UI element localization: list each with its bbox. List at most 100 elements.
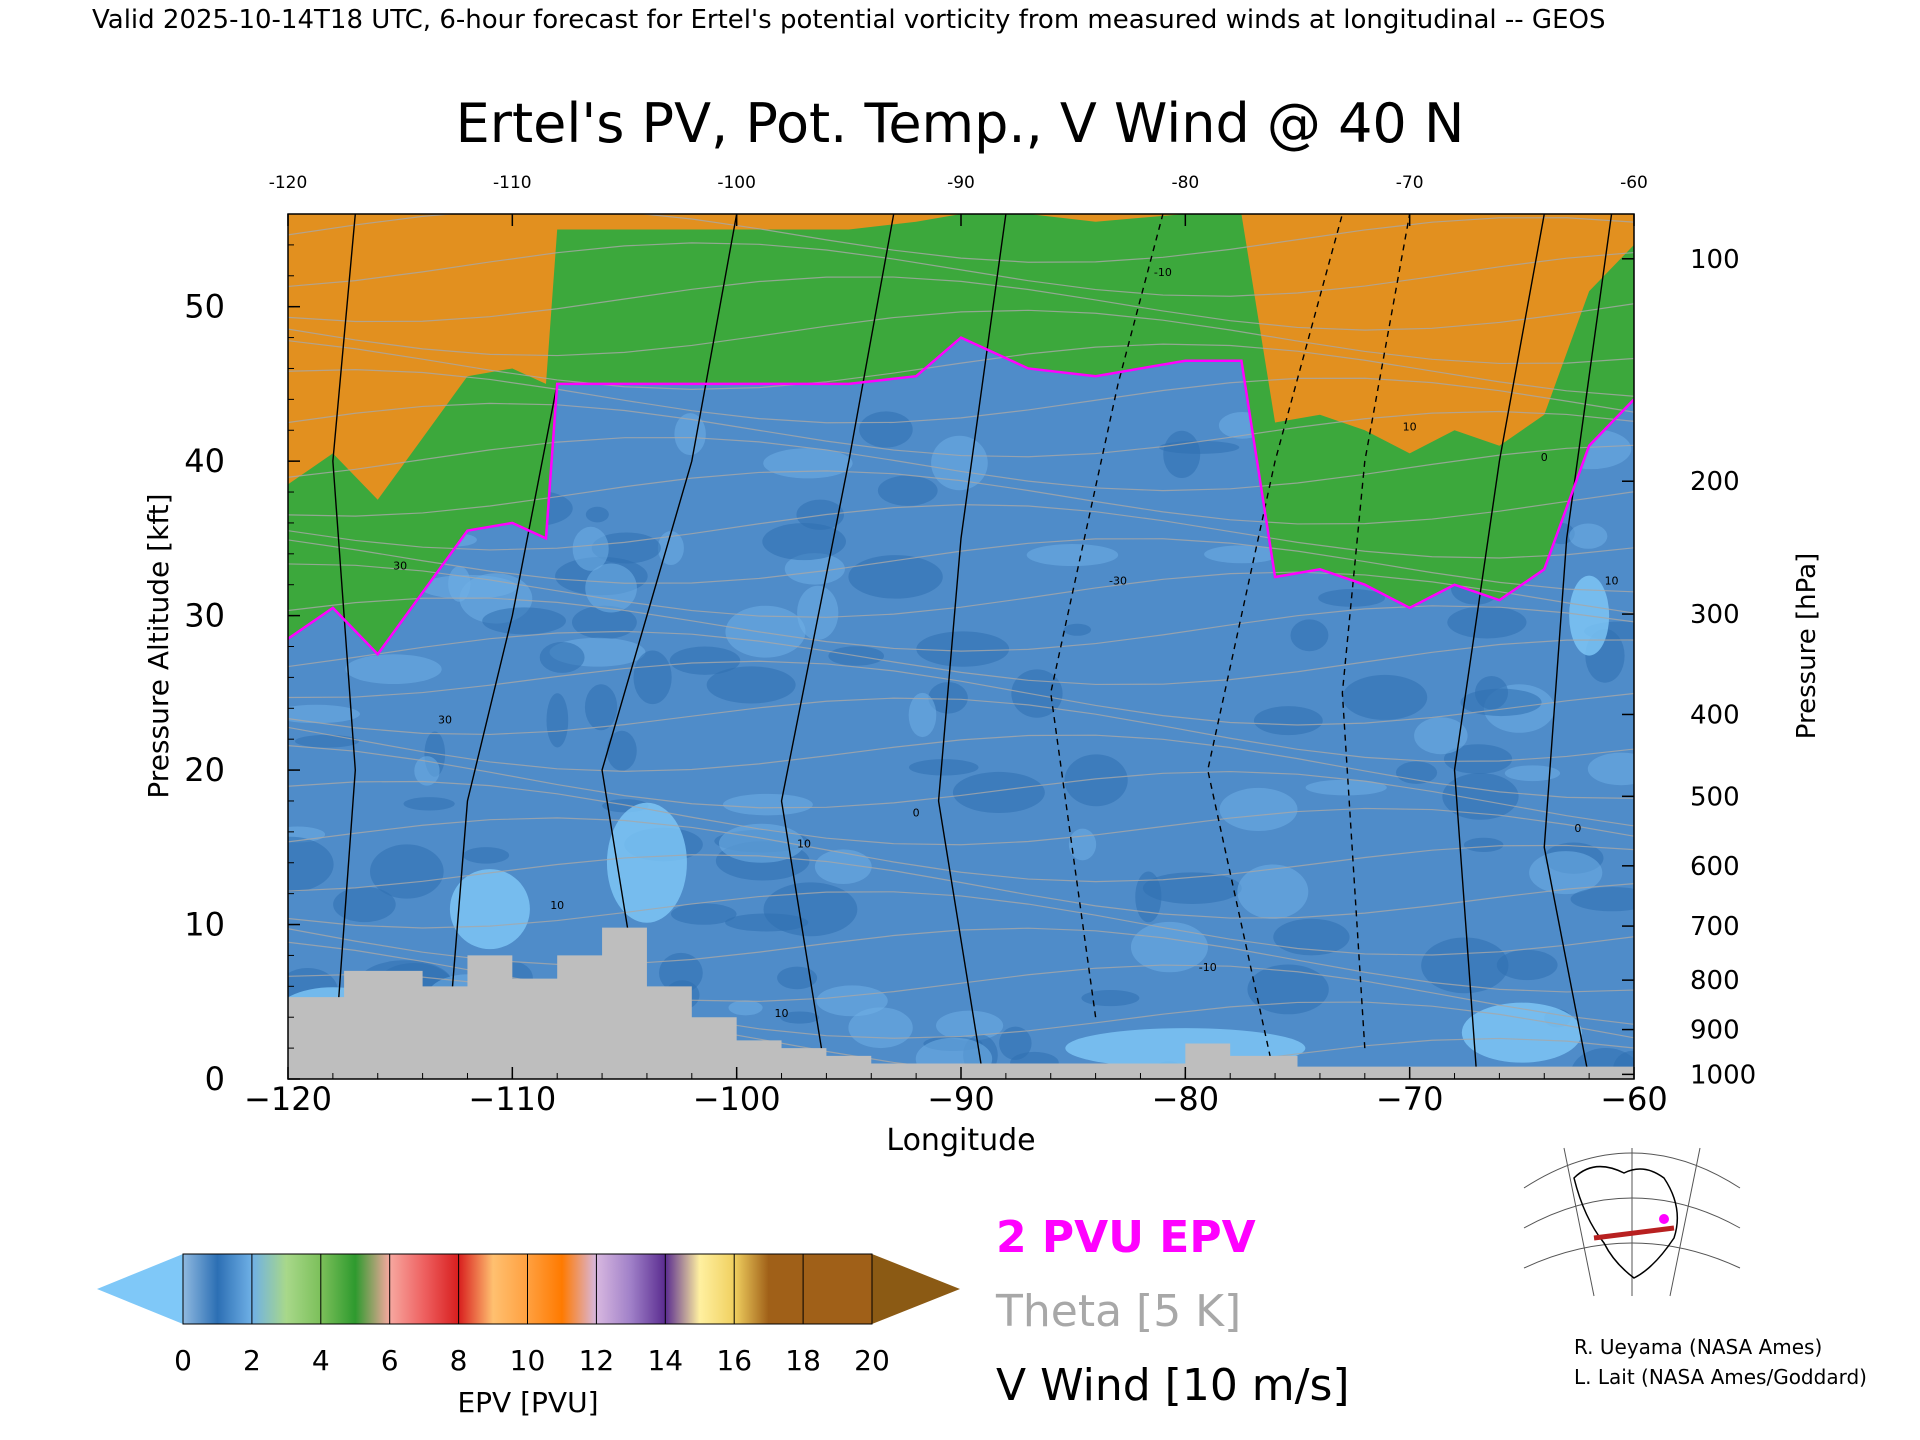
valid-header: Valid 2025-10-14T18 UTC, 6-hour forecast… xyxy=(92,5,1605,35)
inset-map: map xyxy=(1523,1147,1741,1297)
epv-texture-blob xyxy=(1587,752,1634,786)
epv-texture-blob xyxy=(784,553,845,585)
epv-texture-blob xyxy=(669,646,741,675)
colorbar-tick-label: 10 xyxy=(510,1344,546,1377)
terrain-mask xyxy=(288,927,1634,1079)
theta-contour-line xyxy=(288,340,1634,397)
epv-texture-blob xyxy=(482,607,566,635)
colorbar-tick-label: 12 xyxy=(579,1344,615,1377)
epv-texture-blob xyxy=(1290,619,1329,652)
pressure-tick-label: 600 xyxy=(1690,852,1740,882)
epv-texture-blob xyxy=(1064,754,1128,807)
low-epv-patch xyxy=(449,869,530,950)
epv-texture-blob xyxy=(1247,964,1329,1015)
theta-contour-line xyxy=(288,276,1634,331)
theta-contour-line xyxy=(288,697,1634,763)
epv-texture-blob xyxy=(848,555,943,599)
epv-texture-blob xyxy=(928,682,968,714)
epv-texture-blob xyxy=(1081,989,1140,1007)
epv-texture-blob xyxy=(762,522,846,561)
epv-texture-blob xyxy=(908,692,937,738)
colorbar-tick-label: 14 xyxy=(647,1344,683,1377)
v-wind-contour-label: -10 xyxy=(1154,266,1172,279)
epv-texture-blob xyxy=(1421,937,1509,994)
y-axis-left: 0 10 20 30 40 50 xyxy=(184,213,300,1098)
theta-contour-line xyxy=(288,817,1634,883)
epv-texture-blob xyxy=(403,797,455,811)
pressure-tick-label: 300 xyxy=(1690,600,1740,630)
v-wind-contour-label: 0 xyxy=(913,806,920,819)
y-tick-label: 0 xyxy=(205,1060,225,1098)
epv-texture-blob xyxy=(1026,543,1119,567)
epv-texture-blob xyxy=(606,730,637,771)
colorbar-tick-label: 2 xyxy=(243,1344,261,1377)
v-wind-contour-label: 30 xyxy=(393,559,407,572)
colorbar-tick-label: 16 xyxy=(716,1344,752,1377)
epv-texture-blob xyxy=(585,506,609,523)
stratosphere-orange-band xyxy=(288,214,1634,500)
v-wind-contour-line xyxy=(1341,214,1411,1049)
chart-title: Ertel's PV, Pot. Temp., V Wind @ 40 N xyxy=(456,92,1465,155)
y-tick-label: 10 xyxy=(184,906,225,944)
epv-texture-blob xyxy=(585,563,637,613)
v-wind-contour-line xyxy=(332,214,357,1079)
colorbar-ticks: 0 2 4 6 8 10 12 14 16 18 20 xyxy=(174,1253,890,1377)
colorbar-tick-label: 18 xyxy=(785,1344,821,1377)
x-axis-top: -120 -110 -100 -90 -80 -70 -60 xyxy=(269,173,1648,226)
x-tick-top-label: -110 xyxy=(493,173,532,193)
v-wind-contour-label: 10 xyxy=(1403,420,1417,433)
pressure-tick-label: 100 xyxy=(1690,245,1740,275)
epv-texture-blob xyxy=(333,886,396,923)
v-wind-contour-label: 10 xyxy=(775,1007,789,1020)
epv-texture-blob xyxy=(571,605,637,640)
legend-theta: Theta [5 K] xyxy=(995,1286,1241,1337)
theta-contour-line xyxy=(288,854,1634,919)
legend: 2 PVU EPV Theta [5 K] V Wind [10 m/s] xyxy=(995,1212,1350,1411)
pressure-tick-label: 200 xyxy=(1690,467,1740,497)
v-wind-contour-label: -30 xyxy=(1109,575,1127,588)
epv-texture-blob xyxy=(633,650,672,705)
epv-texture-blob xyxy=(414,756,440,786)
theta-contour-line xyxy=(288,402,1634,458)
theta-contour-line xyxy=(288,630,1634,686)
x-tick-label: −80 xyxy=(1152,1080,1220,1118)
x-tick-label: −60 xyxy=(1600,1080,1668,1118)
plot-area: 30 30 10 10 0 10 -30 -10 -10 10 0 10 0 xyxy=(288,214,1634,1079)
epv-texture-blob xyxy=(777,966,818,990)
theta-contour-line xyxy=(288,745,1634,827)
v-wind-contours xyxy=(332,214,1613,1079)
epv-texture-blob xyxy=(1504,765,1561,782)
epv-texture-blob xyxy=(725,605,806,658)
x-tick-top-label: -90 xyxy=(947,173,975,193)
theta-contour-line xyxy=(288,780,1634,846)
colorbar-tick-label: 6 xyxy=(381,1344,399,1377)
v-wind-contour-label: 0 xyxy=(1541,451,1548,464)
epv-texture-blob xyxy=(797,585,839,640)
epv-texture-blob xyxy=(877,475,938,506)
theta-contour-line xyxy=(288,242,1634,297)
epv-texture-blob xyxy=(999,1026,1032,1060)
epv-texture-blob xyxy=(345,654,442,685)
v-wind-contour-line xyxy=(1543,214,1613,1079)
v-wind-contour-label: 10 xyxy=(550,899,564,912)
v-wind-contour-label: 30 xyxy=(438,714,452,727)
y-tick-label: 30 xyxy=(184,597,225,635)
epv-texture-blob xyxy=(1237,864,1309,920)
epv-texture-blob xyxy=(1570,886,1634,912)
colorbar-label: EPV [PVU] xyxy=(457,1386,598,1419)
epv-texture-blob xyxy=(908,759,979,776)
v-wind-contour-label: 0 xyxy=(1574,822,1581,835)
epv-texture-blob xyxy=(1158,440,1240,454)
x-tick-top-label: -100 xyxy=(717,173,756,193)
epv-texture-blob xyxy=(763,882,858,937)
epv-texture-blob xyxy=(816,985,888,1017)
theta-contour-line xyxy=(288,369,1634,424)
theta-contour-line xyxy=(288,309,1634,365)
epv-texture-blob xyxy=(1135,871,1162,923)
v-wind-contour-label: 10 xyxy=(1605,575,1619,588)
epv-texture-blob xyxy=(288,836,334,893)
epv-texture-blob xyxy=(288,704,360,724)
epv-texture-blob xyxy=(1273,918,1350,956)
theta-contour-line xyxy=(288,436,1634,492)
x-tick-top-label: -80 xyxy=(1171,173,1199,193)
